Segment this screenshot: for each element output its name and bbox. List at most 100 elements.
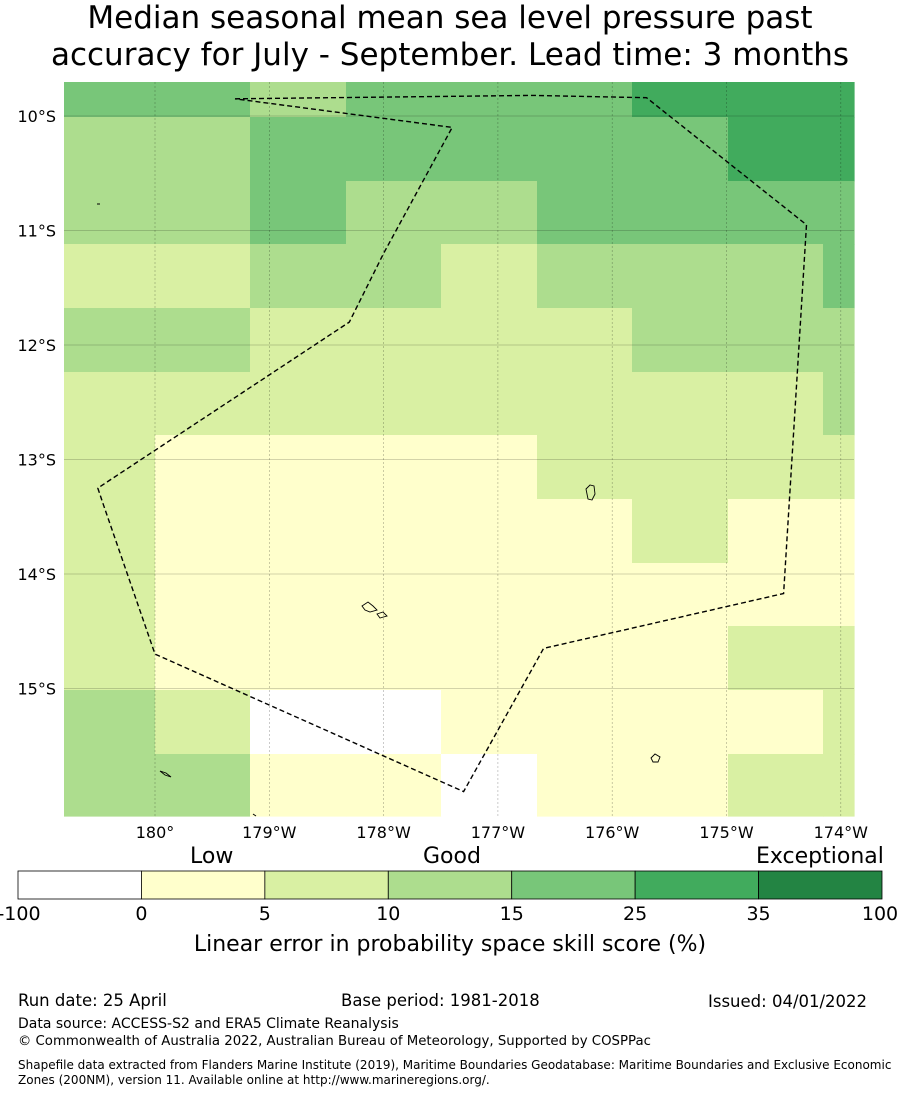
shapefile-credit: Shapefile data extracted from Flanders M… — [18, 1058, 892, 1087]
skill-cell — [155, 563, 251, 627]
skill-cell — [632, 690, 729, 755]
skill-cell — [632, 435, 729, 500]
skill-cell — [64, 499, 156, 564]
skill-cell — [346, 499, 442, 564]
skill-cell — [537, 499, 633, 564]
skill-cell — [537, 372, 633, 436]
skill-cell — [250, 372, 347, 436]
skill-cell — [155, 690, 251, 755]
skill-cell — [537, 754, 633, 817]
skill-cell — [728, 117, 824, 182]
skill-cell — [537, 181, 633, 245]
colorbar-tick-label: 100 — [861, 903, 899, 925]
skill-cell — [250, 499, 347, 564]
skill-cell — [64, 82, 156, 118]
skill-cell — [441, 690, 538, 755]
skill-cell — [441, 372, 538, 436]
skill-cell — [728, 308, 824, 373]
skill-cell — [155, 308, 251, 373]
skill-cell — [632, 499, 729, 564]
skill-cell — [632, 181, 729, 245]
skill-cell — [441, 499, 538, 564]
skill-cell — [64, 117, 156, 182]
skill-cell — [823, 563, 855, 627]
lat-tick-label: 14°S — [17, 565, 56, 584]
skill-cell — [823, 690, 855, 755]
lon-tick-label: 179°W — [242, 823, 297, 842]
island — [252, 813, 257, 817]
skill-cell — [728, 690, 824, 755]
skill-cell — [155, 181, 251, 245]
skill-cell — [155, 754, 251, 817]
skill-cell — [155, 244, 251, 309]
data-source: Data source: ACCESS-S2 and ERA5 Climate … — [18, 1016, 399, 1032]
skill-cell — [823, 82, 855, 118]
skill-cell — [250, 117, 347, 182]
skill-cell — [632, 626, 729, 691]
skill-cell — [155, 435, 251, 500]
island — [376, 611, 388, 619]
skill-cell — [823, 435, 855, 500]
skill-cell — [632, 372, 729, 436]
skill-cell — [155, 626, 251, 691]
colorbar-segment — [634, 870, 759, 900]
skill-cell — [632, 117, 729, 182]
skill-cell — [823, 244, 855, 309]
skill-cell — [537, 308, 633, 373]
lat-tick-label: 11°S — [17, 222, 56, 241]
skill-cell — [632, 308, 729, 373]
colorbar-segment — [264, 870, 389, 900]
island — [159, 770, 172, 778]
skill-cell — [632, 244, 729, 309]
skill-cell — [250, 690, 347, 755]
skill-cell — [250, 435, 347, 500]
lat-tick-label: 10°S — [17, 107, 56, 126]
skill-cell — [537, 435, 633, 500]
skill-cell — [823, 372, 855, 436]
colorbar-category-exceptional: Exceptional — [756, 844, 884, 869]
island — [650, 753, 661, 763]
lon-tick-label: 178°W — [356, 823, 411, 842]
skill-cell — [537, 82, 633, 118]
skill-cell — [64, 563, 156, 627]
colorbar-tick-label: 0 — [135, 903, 148, 925]
island — [361, 601, 378, 613]
skill-cell — [64, 372, 156, 436]
skill-cell — [250, 82, 347, 118]
skill-cell — [155, 82, 251, 118]
lon-tick-label: 180° — [136, 823, 175, 842]
skill-cell — [346, 82, 442, 118]
skill-cell — [346, 244, 442, 309]
skill-cell — [632, 82, 729, 118]
skill-cell — [346, 372, 442, 436]
colorbar-tick-label: -100 — [0, 903, 41, 925]
skill-cell — [441, 82, 538, 118]
islands — [97, 203, 661, 817]
run-date: Run date: 25 April — [18, 991, 167, 1010]
skill-cell — [728, 499, 824, 564]
skill-cell — [441, 181, 538, 245]
skill-cell — [346, 626, 442, 691]
axis-labels: 10°S 11°S 12°S 13°S 14°S 15°S 180° 179°W 178°W 17… — [17, 107, 868, 842]
colorbar-category-low: Low — [190, 844, 234, 869]
skill-cell — [346, 308, 442, 373]
lon-tick-label: 176°W — [585, 823, 640, 842]
skill-cell — [155, 372, 251, 436]
lat-tick-label: 15°S — [17, 680, 56, 699]
lat-tick-label: 12°S — [17, 336, 56, 355]
skill-cell — [346, 754, 442, 817]
issued-date: Issued: 04/01/2022 — [708, 992, 868, 1011]
lat-tick-label: 13°S — [17, 451, 56, 470]
skill-cell — [441, 754, 538, 817]
lon-tick-label: 177°W — [471, 823, 526, 842]
skill-cell — [346, 117, 442, 182]
skill-cell — [155, 499, 251, 564]
colorbar-tick-label: 10 — [376, 903, 401, 925]
skill-cell — [441, 308, 538, 373]
skill-cell — [346, 690, 442, 755]
colorbar-title: Linear error in probability space skill … — [193, 932, 707, 957]
lon-tick-label: 174°W — [814, 823, 869, 842]
skill-cell — [537, 563, 633, 627]
skill-cell — [155, 117, 251, 182]
